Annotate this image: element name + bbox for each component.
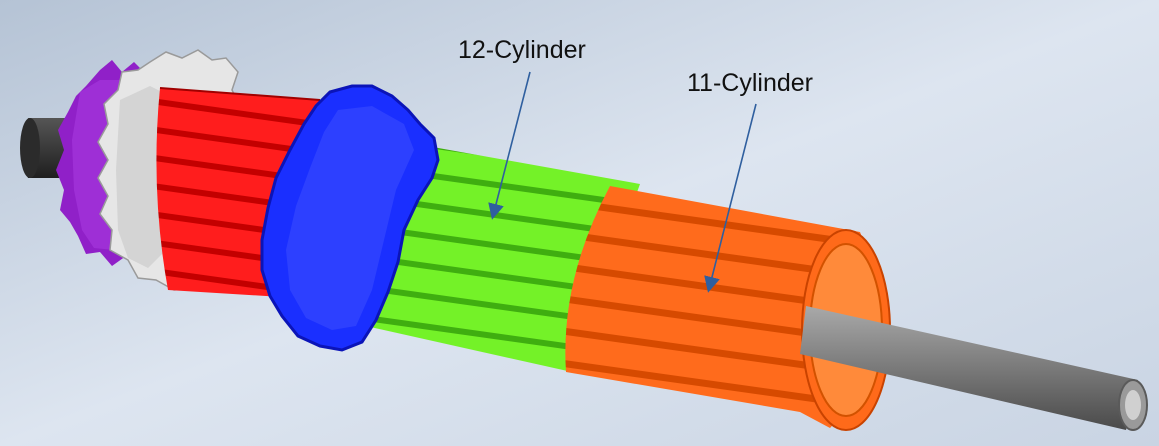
red-cylinder-edge (159, 87, 321, 101)
label-11-cylinder: 11-Cylinder (687, 69, 813, 97)
blue-gear-inner (286, 106, 414, 330)
shaft-right (800, 306, 1138, 430)
shaft-right-bore (1125, 390, 1141, 420)
orange-cylinder (565, 186, 880, 428)
label-12-cylinder: 12-Cylinder (458, 36, 586, 64)
callout-arrow-12 (488, 71, 531, 220)
callout-arrow-11 (704, 103, 757, 293)
shaft-left-end (20, 118, 40, 178)
